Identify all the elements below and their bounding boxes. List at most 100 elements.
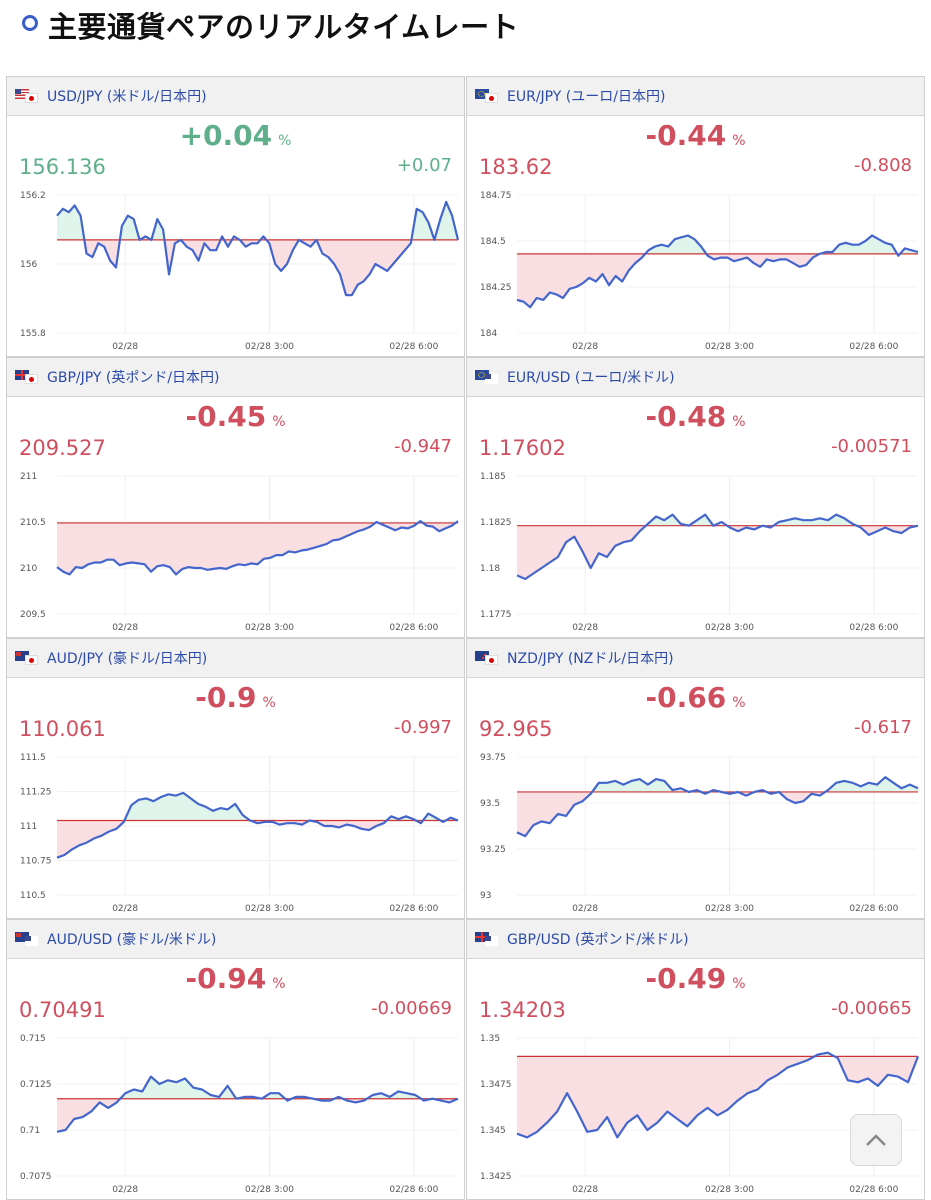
rate-chart: 02/28 02/28 3:00 02/28 6:00 93.75 93.5 93.25 9…	[480, 753, 919, 914]
y-tick-label: 210	[20, 564, 37, 574]
y-tick-label: 1.1775	[480, 610, 512, 620]
currency-flags-icon	[15, 932, 39, 946]
percent-sign: %	[272, 976, 286, 992]
flag-us-icon	[25, 936, 38, 946]
current-price: 0.70491	[19, 998, 106, 1022]
price-change: -0.00665	[831, 998, 912, 1019]
currency-flags-icon	[475, 651, 499, 665]
y-tick-label: 184.75	[480, 191, 512, 201]
flag-gb-icon	[15, 370, 29, 380]
current-price: 110.061	[19, 717, 106, 741]
y-tick-label: 1.3475	[480, 1080, 512, 1090]
percent-value: -0.45	[185, 400, 267, 433]
percent-value: -0.44	[645, 119, 727, 152]
x-tick-label: 02/28	[112, 1185, 138, 1195]
price-change: -0.997	[393, 717, 452, 738]
percent-sign: %	[278, 133, 292, 149]
price-change: -0.947	[393, 436, 452, 457]
percent-sign: %	[732, 414, 746, 430]
rate-card[interactable]: GBP/USD (英ポンド/米ドル) -0.49% 1.34203 -0.006…	[466, 919, 925, 1200]
flag-us-icon	[15, 89, 29, 99]
rate-chart: 02/28 02/28 3:00 02/28 6:00 0.715 0.7125 0.71…	[20, 1034, 459, 1195]
rate-series-line	[56, 200, 460, 297]
x-tick-label: 02/28	[572, 342, 598, 352]
y-tick-label: 111.5	[20, 753, 46, 763]
x-tick-label: 02/28 6:00	[389, 342, 438, 352]
price-change: -0.00571	[831, 436, 912, 457]
percent-value: -0.49	[645, 962, 727, 995]
y-tick-label: 111	[20, 822, 37, 832]
card-header[interactable]: AUD/USD (豪ドル/米ドル)	[7, 920, 464, 959]
pair-name[interactable]: AUD/USD (豪ドル/米ドル)	[47, 932, 217, 948]
x-tick-label: 02/28	[572, 623, 598, 633]
percent-sign: %	[272, 414, 286, 430]
percent-change: -0.48%	[467, 400, 924, 433]
card-header[interactable]: GBP/USD (英ポンド/米ドル)	[467, 920, 924, 959]
flag-au-icon	[15, 932, 29, 942]
percent-change: -0.45%	[7, 400, 464, 433]
pair-name[interactable]: GBP/USD (英ポンド/米ドル)	[507, 932, 689, 948]
area-below-baseline	[57, 820, 458, 858]
rate-card[interactable]: AUD/JPY (豪ドル/日本円) -0.9% 110.061 -0.997 0…	[6, 638, 465, 919]
card-header[interactable]: NZD/JPY (NZドル/日本円)	[467, 639, 924, 678]
currency-flags-icon	[15, 370, 39, 384]
percent-sign: %	[732, 976, 746, 992]
pair-name[interactable]: USD/JPY (米ドル/日本円)	[47, 89, 207, 105]
percent-change: -0.44%	[467, 119, 924, 152]
y-tick-label: 184.5	[480, 237, 506, 247]
chevron-up-icon	[866, 1134, 886, 1146]
x-tick-label: 02/28 3:00	[245, 342, 294, 352]
current-price: 1.17602	[479, 436, 566, 460]
scroll-top-button[interactable]	[850, 1114, 902, 1166]
rate-card[interactable]: AUD/USD (豪ドル/米ドル) -0.94% 0.70491 -0.0066…	[6, 919, 465, 1200]
card-header[interactable]: EUR/JPY (ユーロ/日本円)	[467, 77, 924, 116]
currency-flags-icon	[15, 651, 39, 665]
pair-name[interactable]: NZD/JPY (NZドル/日本円)	[507, 651, 674, 667]
y-tick-label: 184.25	[480, 283, 512, 293]
card-header[interactable]: GBP/JPY (英ポンド/日本円)	[7, 358, 464, 397]
rate-card[interactable]: EUR/USD (ユーロ/米ドル) -0.48% 1.17602 -0.0057…	[466, 357, 925, 638]
rate-series-line	[516, 513, 919, 581]
flag-gb-icon	[475, 932, 489, 942]
currency-flags-icon	[15, 89, 39, 103]
pair-name[interactable]: EUR/USD (ユーロ/米ドル)	[507, 370, 675, 386]
x-tick-label: 02/28 3:00	[245, 623, 294, 633]
price-change: +0.07	[396, 155, 452, 176]
currency-flags-icon	[475, 932, 499, 946]
area-above-baseline	[517, 235, 918, 254]
price-change: -0.617	[853, 717, 912, 738]
x-tick-label: 02/28 3:00	[705, 623, 754, 633]
card-header[interactable]: EUR/USD (ユーロ/米ドル)	[467, 358, 924, 397]
x-tick-label: 02/28	[112, 342, 138, 352]
x-tick-label: 02/28 6:00	[849, 904, 898, 914]
rate-card[interactable]: NZD/JPY (NZドル/日本円) -0.66% 92.965 -0.617 …	[466, 638, 925, 919]
pair-name[interactable]: AUD/JPY (豪ドル/日本円)	[47, 651, 208, 667]
percent-value: -0.66	[645, 681, 727, 714]
rate-card[interactable]: GBP/JPY (英ポンド/日本円) -0.45% 209.527 -0.947…	[6, 357, 465, 638]
card-header[interactable]: AUD/JPY (豪ドル/日本円)	[7, 639, 464, 678]
price-change: -0.808	[853, 155, 912, 176]
percent-value: -0.9	[195, 681, 257, 714]
pair-name[interactable]: GBP/JPY (英ポンド/日本円)	[47, 370, 220, 386]
x-tick-label: 02/28 3:00	[705, 904, 754, 914]
current-price: 1.34203	[479, 998, 566, 1022]
y-tick-label: 93	[480, 891, 491, 901]
percent-value: -0.48	[645, 400, 727, 433]
rate-series-line	[56, 1075, 459, 1133]
y-tick-label: 210.5	[20, 518, 46, 528]
x-tick-label: 02/28	[112, 623, 138, 633]
current-price: 156.136	[19, 155, 106, 179]
x-tick-label: 02/28 3:00	[245, 1185, 294, 1195]
x-tick-label: 02/28 6:00	[849, 342, 898, 352]
flag-us-icon	[485, 936, 498, 946]
area-below-baseline	[517, 1056, 918, 1138]
card-header[interactable]: USD/JPY (米ドル/日本円)	[7, 77, 464, 116]
y-tick-label: 110.5	[20, 891, 46, 901]
rate-card[interactable]: EUR/JPY (ユーロ/日本円) -0.44% 183.62 -0.808 0…	[466, 76, 925, 357]
rate-card[interactable]: USD/JPY (米ドル/日本円) +0.04% 156.136 +0.07 0…	[6, 76, 465, 357]
percent-change: +0.04%	[7, 119, 464, 152]
flag-jp-icon	[485, 655, 498, 665]
flag-jp-icon	[25, 374, 38, 384]
area-below-baseline	[517, 791, 918, 837]
pair-name[interactable]: EUR/JPY (ユーロ/日本円)	[507, 89, 666, 105]
